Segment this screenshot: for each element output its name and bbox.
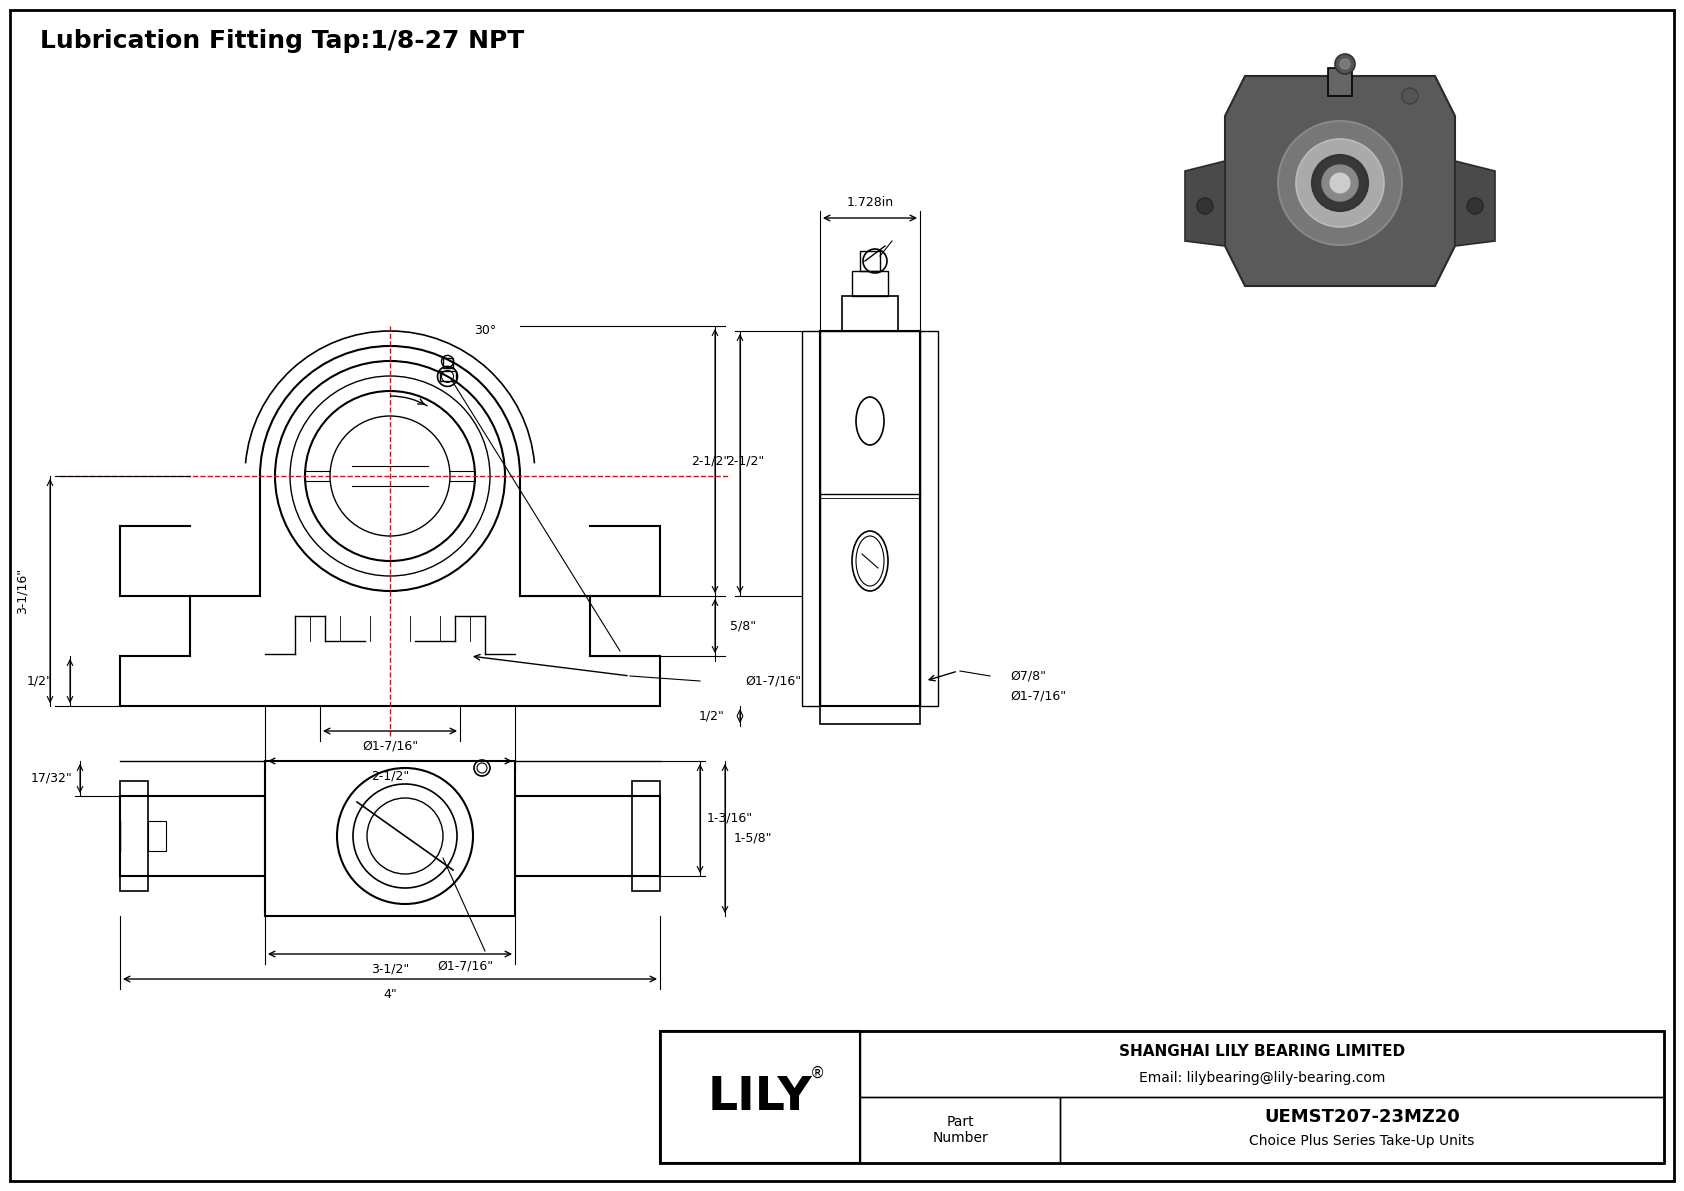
Text: ®: ® xyxy=(810,1066,825,1080)
Text: Part
Number: Part Number xyxy=(933,1115,989,1145)
Circle shape xyxy=(1278,121,1403,245)
Bar xyxy=(515,796,660,877)
Circle shape xyxy=(1297,139,1384,227)
Circle shape xyxy=(1197,198,1212,214)
Text: Ø7/8": Ø7/8" xyxy=(1010,669,1046,682)
Bar xyxy=(660,1031,1664,1162)
Circle shape xyxy=(1467,198,1484,214)
Text: 4": 4" xyxy=(384,987,397,1000)
Bar xyxy=(842,297,898,331)
Bar xyxy=(120,796,264,877)
Circle shape xyxy=(1340,60,1351,69)
Bar xyxy=(861,251,881,272)
Circle shape xyxy=(1322,166,1357,201)
Text: Ø1-7/16": Ø1-7/16" xyxy=(1010,690,1066,703)
Bar xyxy=(1329,68,1352,96)
Text: Ø1-7/16": Ø1-7/16" xyxy=(362,740,418,753)
Bar xyxy=(820,706,919,724)
Text: Choice Plus Series Take-Up Units: Choice Plus Series Take-Up Units xyxy=(1250,1134,1475,1148)
Text: UEMST207-23MZ20: UEMST207-23MZ20 xyxy=(1265,1108,1460,1125)
Text: 17/32": 17/32" xyxy=(30,772,72,785)
Text: Ø1-7/16": Ø1-7/16" xyxy=(436,960,493,973)
Bar xyxy=(148,821,167,852)
Bar xyxy=(820,331,919,706)
Text: 2-1/2": 2-1/2" xyxy=(690,455,729,468)
Bar xyxy=(440,372,455,381)
Polygon shape xyxy=(1224,76,1455,286)
Circle shape xyxy=(1330,173,1351,193)
Text: 3-1/16": 3-1/16" xyxy=(15,568,29,615)
Circle shape xyxy=(1312,155,1367,211)
Text: 1-5/8": 1-5/8" xyxy=(734,831,773,844)
Text: 1.728in: 1.728in xyxy=(847,197,894,210)
Polygon shape xyxy=(1455,161,1495,247)
Circle shape xyxy=(1335,54,1356,74)
Bar xyxy=(861,1031,1664,1097)
Bar xyxy=(852,272,887,297)
Bar xyxy=(660,1031,861,1162)
Text: 1-3/16": 1-3/16" xyxy=(707,811,753,824)
Text: 2-1/2": 2-1/2" xyxy=(370,769,409,782)
Text: Email: lilybearing@lily-bearing.com: Email: lilybearing@lily-bearing.com xyxy=(1138,1071,1386,1085)
Text: SHANGHAI LILY BEARING LIMITED: SHANGHAI LILY BEARING LIMITED xyxy=(1118,1043,1404,1059)
Bar xyxy=(1059,1097,1664,1162)
Text: 3-1/2": 3-1/2" xyxy=(370,962,409,975)
Text: 30°: 30° xyxy=(473,324,497,337)
Text: LILY: LILY xyxy=(707,1074,812,1120)
Polygon shape xyxy=(1186,161,1224,247)
Bar xyxy=(120,781,148,891)
Text: 1/2": 1/2" xyxy=(27,674,52,687)
Bar xyxy=(802,331,820,706)
Text: 1/2": 1/2" xyxy=(699,710,724,723)
Bar xyxy=(919,331,938,706)
Text: 5/8": 5/8" xyxy=(729,619,756,632)
Bar xyxy=(861,1097,1059,1162)
Bar xyxy=(632,781,660,891)
Text: Lubrication Fitting Tap:1/8-27 NPT: Lubrication Fitting Tap:1/8-27 NPT xyxy=(40,29,524,54)
Bar xyxy=(443,358,453,368)
Text: Ø1-7/16": Ø1-7/16" xyxy=(744,674,802,687)
Circle shape xyxy=(1403,88,1418,104)
Text: 2-1/2": 2-1/2" xyxy=(726,455,765,468)
Bar xyxy=(264,761,515,916)
